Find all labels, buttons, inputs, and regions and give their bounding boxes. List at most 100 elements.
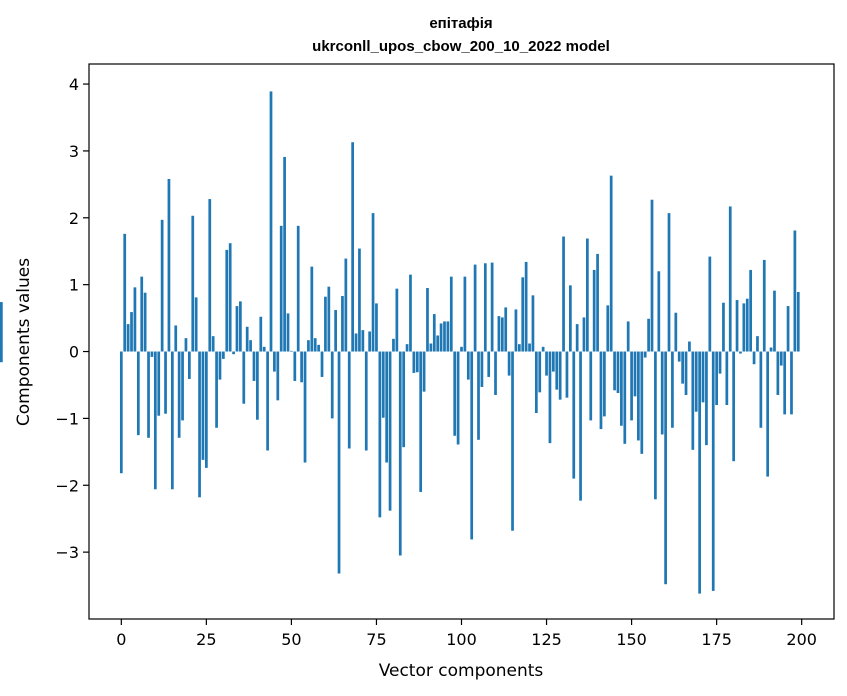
bar: [191, 215, 195, 352]
chart-subtitle: ukrconll_upos_cbow_200_10_2022 model: [312, 38, 610, 55]
bar: [211, 336, 215, 352]
bar: [589, 351, 593, 421]
bar: [609, 175, 613, 352]
bar: [735, 300, 739, 352]
bars-group: [0, 91, 800, 594]
bar: [722, 302, 725, 352]
bar: [405, 344, 409, 352]
bar: [480, 351, 484, 387]
bar: [456, 351, 460, 445]
bar: [534, 351, 538, 414]
bar: [436, 335, 440, 352]
bar: [126, 324, 130, 352]
bar: [361, 330, 365, 352]
bar: [759, 351, 763, 428]
bar: [725, 351, 729, 406]
bar: [293, 351, 297, 381]
bar: [181, 351, 184, 421]
y-tick-label: 3: [69, 142, 79, 161]
bar: [119, 351, 123, 474]
bar: [596, 253, 599, 352]
bar: [140, 276, 144, 352]
bar: [290, 350, 293, 352]
bar: [466, 351, 470, 380]
bar: [385, 351, 389, 463]
bar: [565, 351, 569, 398]
bar: [599, 351, 603, 430]
bar: [344, 258, 348, 352]
bar: [773, 290, 776, 352]
bar: [218, 351, 222, 380]
bar: [232, 351, 235, 355]
bar: [490, 262, 494, 352]
bar: [303, 351, 307, 463]
bar: [143, 292, 147, 352]
bar: [330, 351, 334, 419]
bar: [313, 338, 317, 352]
bar: [660, 351, 664, 435]
bar: [603, 351, 606, 417]
bar: [473, 264, 477, 352]
bar: [664, 351, 667, 585]
bar: [749, 269, 753, 352]
x-tick-label: 25: [196, 630, 216, 649]
y-tick-label: −2: [55, 476, 79, 495]
bar: [432, 314, 436, 352]
bar: [718, 351, 722, 374]
bar: [671, 351, 674, 428]
bar: [643, 351, 647, 358]
bar: [507, 351, 511, 376]
y-tick-label: −3: [55, 543, 79, 562]
bar: [582, 317, 586, 352]
x-tick-label: 175: [701, 630, 732, 649]
bar: [575, 324, 579, 352]
bar: [745, 298, 749, 352]
bar: [500, 317, 504, 352]
bar: [324, 296, 327, 352]
bar: [783, 351, 787, 415]
bar: [657, 271, 661, 352]
bar: [170, 351, 174, 490]
bar: [286, 313, 290, 352]
bar: [341, 296, 344, 352]
bar: [409, 274, 412, 352]
bar: [521, 277, 525, 352]
bar: [392, 338, 395, 352]
bar: [732, 351, 736, 462]
bar: [300, 351, 303, 383]
bar: [375, 303, 378, 352]
x-tick-label: 125: [531, 630, 562, 649]
bar: [398, 351, 402, 556]
x-axis-label: Vector components: [379, 661, 544, 681]
bar: [620, 351, 623, 426]
bar: [256, 351, 259, 420]
bar: [279, 225, 283, 352]
x-axis-ticks: 0 25 50 75 100 125 150 175 200: [116, 619, 817, 649]
bar: [378, 351, 382, 518]
bar: [160, 219, 164, 352]
bar: [453, 351, 457, 436]
bar: [667, 213, 671, 352]
bar: [0, 351, 3, 363]
bar: [711, 351, 715, 591]
bar: [623, 351, 627, 444]
bar: [133, 287, 137, 352]
bar: [273, 351, 276, 372]
bar: [334, 310, 337, 352]
bar: [769, 347, 773, 352]
bar: [449, 276, 453, 352]
bar: [136, 351, 140, 436]
bar: [504, 307, 508, 352]
bar: [283, 156, 286, 352]
bar: [276, 351, 280, 401]
bar: [337, 351, 341, 574]
bar: [793, 230, 797, 352]
bar: [252, 351, 256, 381]
bar: [786, 306, 790, 352]
bar: [545, 351, 548, 376]
bar: [164, 351, 167, 414]
bar: [470, 351, 474, 540]
bar: [130, 312, 133, 352]
bar: [701, 351, 705, 403]
